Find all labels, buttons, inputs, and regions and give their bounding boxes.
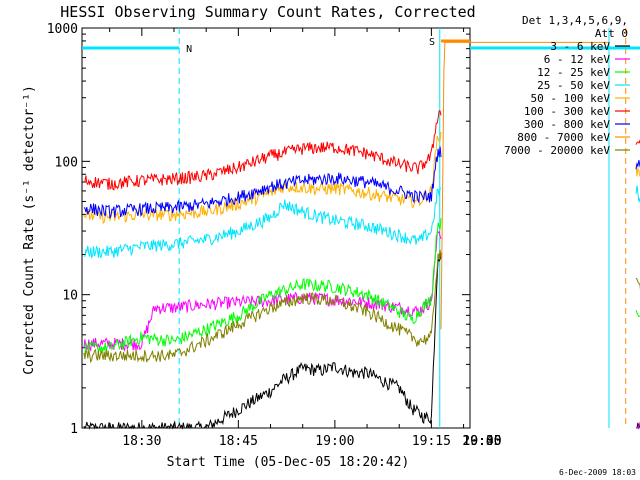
legend-entry-label: 25 - 50 keV xyxy=(537,79,610,92)
x-tick-label: 19:45 xyxy=(462,434,501,449)
legend-entry-label: 50 - 100 keV xyxy=(531,92,611,105)
y-tick-label: 10 xyxy=(62,289,78,304)
x-tick-label: 18:30 xyxy=(122,434,161,449)
x-tick-label: 18:45 xyxy=(219,434,258,449)
series-line xyxy=(83,249,442,364)
y-tick-label: 100 xyxy=(55,155,78,170)
legend-entry-label: 12 - 25 keV xyxy=(537,66,610,79)
y-tick-label: 1 xyxy=(70,422,78,437)
x-tick-label: 20:00 xyxy=(462,434,501,449)
legend-entry-label: 3 - 6 keV xyxy=(550,40,610,53)
series-line xyxy=(83,187,442,259)
plot-area: 1 10 100 1000 18:30 18:45 19:00 19:15 19:3019:45… xyxy=(47,22,640,449)
y-axis-label: Corrected Count Rate (s⁻¹ detector⁻¹) xyxy=(22,85,37,375)
legend-header: Det 1,3,4,5,6,9, xyxy=(522,14,628,27)
chart-title: HESSI Observing Summary Count Rates, Cor… xyxy=(60,3,475,21)
x-axis-label: Start Time (05-Dec-05 18:20:42) xyxy=(167,455,410,470)
legend-entry-label: 100 - 300 keV xyxy=(524,105,610,118)
flag-label: N xyxy=(186,44,192,55)
x-tick-label: 19:15 xyxy=(412,434,451,449)
legend-entry-label: 300 - 800 keV xyxy=(524,118,610,131)
legend-header: Att 0 xyxy=(595,27,628,40)
series-line xyxy=(83,131,442,225)
series-line xyxy=(83,146,442,219)
footer-date: 6-Dec-2009 18:03 xyxy=(559,468,636,477)
legend-entry-label: 7000 - 20000 keV xyxy=(504,144,610,157)
legend-entry-label: 800 - 7000 keV xyxy=(517,131,610,144)
plot-frame xyxy=(81,27,471,429)
x-tick-label: 19:00 xyxy=(315,434,354,449)
flag-label: S xyxy=(429,37,435,48)
y-tick-label: 1000 xyxy=(47,22,78,37)
series-line xyxy=(83,218,442,355)
x-tick-label: 19:30 xyxy=(462,434,501,449)
series-line xyxy=(83,253,442,430)
series-line xyxy=(83,110,442,191)
series-line xyxy=(440,41,608,330)
legend-entry-label: 6 - 12 keV xyxy=(544,53,611,66)
